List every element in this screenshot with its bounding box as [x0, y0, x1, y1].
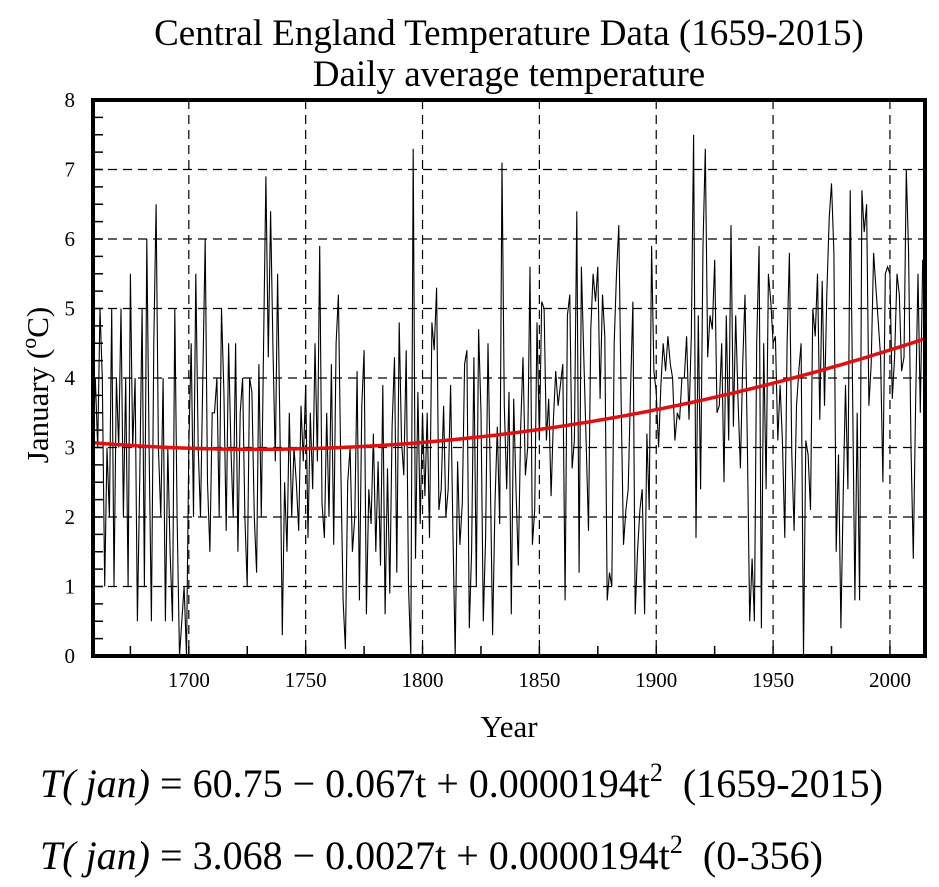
chart-title: Central England Temperature Data (1659-2…: [154, 13, 864, 54]
x-tick-label: 1950: [752, 668, 794, 692]
x-tick-label: 1900: [635, 668, 677, 692]
y-tick-label: 6: [65, 227, 76, 251]
x-tick-label: 1750: [285, 668, 327, 692]
y-tick-label: 3: [65, 436, 76, 460]
eq2-range: (0-356): [703, 833, 823, 878]
eq2-rhs: = 3.068 − 0.0027t + 0.0000194t: [150, 833, 670, 878]
eq1-exp: 2: [650, 758, 663, 787]
y-tick-label: 4: [65, 366, 76, 390]
grid: [93, 100, 925, 656]
x-tick-label: 1800: [402, 668, 444, 692]
x-tick-labels: 1700 1750 1800 1850 1900 1950 2000: [168, 668, 911, 692]
equation-1: T( jan) = 60.75 − 0.067t + 0.0000194t2 (1…: [40, 758, 883, 806]
x-tick-label: 2000: [869, 668, 911, 692]
eq2-exp: 2: [670, 830, 683, 859]
x-axis-label: Year: [480, 709, 538, 744]
y-tick-label: 2: [65, 505, 76, 529]
equation-2: T( jan) = 3.068 − 0.0027t + 0.0000194t2 (…: [40, 830, 823, 878]
y-tick-label: 7: [65, 158, 76, 182]
series-layer: [92, 134, 926, 657]
eq2-arg: ( jan): [62, 833, 150, 878]
y-tick-label: 0: [65, 644, 76, 668]
y-axis-label-sup: o: [16, 338, 41, 349]
x-tick-label: 1850: [518, 668, 560, 692]
y-tick-label: 5: [65, 297, 76, 321]
eq1-arg: ( jan): [62, 761, 150, 806]
eq1-lhs: T: [40, 761, 65, 806]
january-temperature-series: [92, 134, 926, 657]
y-tick-label: 8: [65, 88, 76, 112]
eq1-rhs: = 60.75 − 0.067t + 0.0000194t: [150, 761, 650, 806]
y-tick-labels: 0 1 2 3 4 5 6 7 8: [65, 88, 76, 668]
chart-subtitle: Daily average temperature: [313, 54, 705, 95]
eq1-range: (1659-2015): [683, 761, 883, 806]
y-axis-label: January (oC): [16, 307, 55, 463]
x-tick-label: 1700: [168, 668, 210, 692]
quadratic-trend-line: [92, 337, 926, 452]
y-axis-label-main: January (: [20, 349, 55, 463]
eq2-lhs: T: [40, 833, 65, 878]
y-axis-label-unit: C): [20, 307, 55, 338]
y-tick-label: 1: [65, 575, 76, 599]
plot-frame: [91, 98, 927, 658]
